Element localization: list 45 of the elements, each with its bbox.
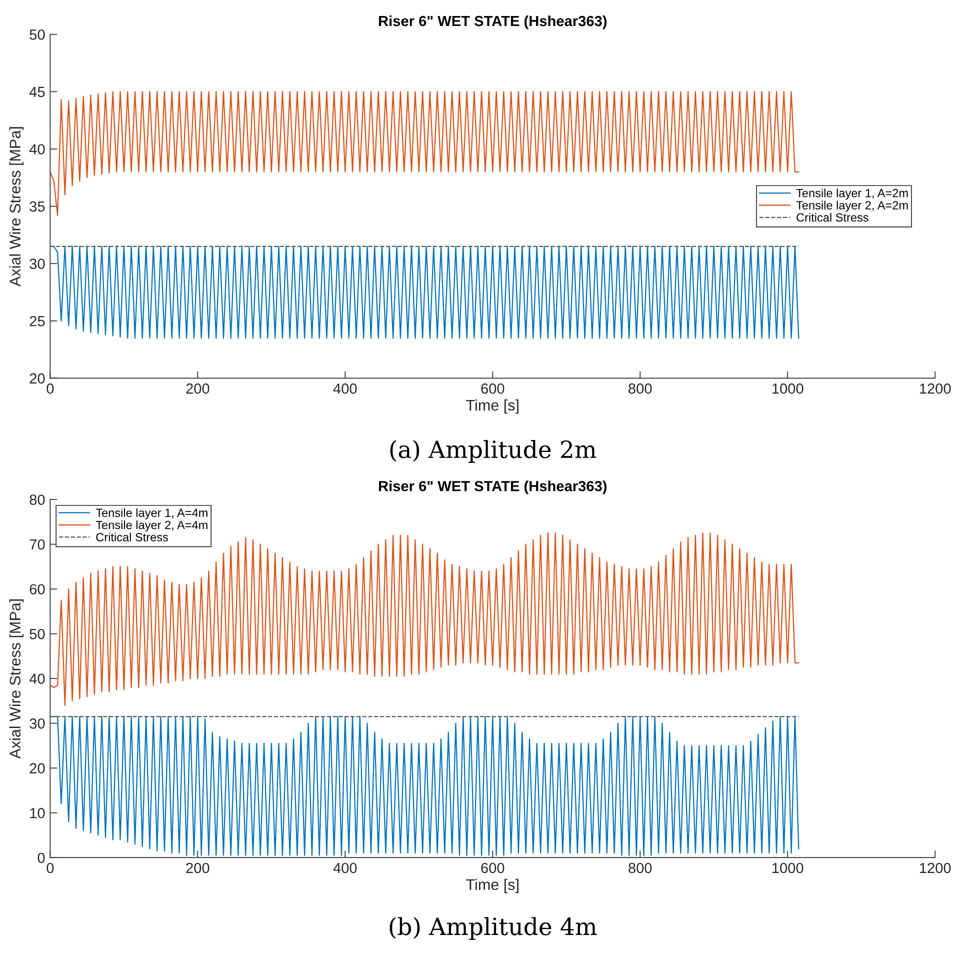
y-tick-label: 30 (30, 258, 45, 270)
x-tick-label: 1200 (920, 862, 951, 874)
y-tick-label: 60 (30, 584, 45, 594)
y-tick-label: 0 (38, 852, 45, 864)
chart-title: Riser 6" WET STATE (Hshear363) (378, 15, 607, 30)
legend-label: Tensile layer 1, A=4m (96, 508, 208, 520)
y-axis-title: Axial Wire Stress [MPa] (9, 599, 24, 759)
y-tick-label: 50 (30, 628, 45, 640)
x-tick-label: 1000 (772, 383, 804, 394)
x-tick-label: 200 (186, 862, 210, 874)
y-tick-label: 50 (30, 29, 45, 40)
legend-label: Critical Stress (796, 212, 868, 222)
x-tick-label: 400 (333, 862, 357, 874)
y-axis-title: Axial Wire Stress [MPa] (9, 127, 24, 286)
y-tick-label: 40 (29, 144, 45, 154)
x-axis-title: Time [s] (466, 878, 518, 894)
x-tick-label: 200 (186, 383, 210, 394)
x-tick-label: 400 (333, 383, 357, 394)
y-tick-label: 20 (30, 373, 45, 384)
x-tick-label: 0 (46, 862, 54, 874)
legend-label: Tensile layer 1, A=2m (796, 188, 908, 200)
legend-label: Critical Stress (96, 532, 168, 542)
legend-label: Tensile layer 2, A=4m (96, 520, 208, 532)
x-tick-label: 1200 (920, 383, 951, 394)
y-tick-label: 70 (30, 539, 45, 550)
text: (a) Amplitude 2m (390, 440, 596, 463)
y-tick-label: 20 (30, 763, 45, 774)
y-tick-label: 10 (30, 808, 45, 818)
y-tick-label: 45 (29, 86, 45, 98)
x-tick-label: 800 (628, 862, 652, 874)
x-tick-label: 600 (481, 383, 504, 394)
y-tick-label: 35 (30, 201, 45, 212)
y-tick-label: 30 (30, 718, 45, 729)
x-tick-label: 1000 (772, 862, 804, 874)
y-tick-label: 40 (29, 674, 45, 684)
x-tick-label: 600 (481, 862, 504, 874)
x-tick-label: 800 (628, 383, 652, 394)
text: (b) Amplitude 4m (390, 917, 597, 940)
x-tick-label: 0 (46, 383, 54, 394)
legend-label: Tensile layer 2, A=2m (796, 200, 908, 212)
y-tick-label: 25 (30, 316, 45, 326)
x-axis-title: Time [s] (466, 399, 518, 414)
y-tick-label: 80 (30, 494, 45, 505)
line-series (50, 532, 800, 706)
chart-title: Riser 6" WET STATE (Hshear363) (378, 480, 607, 494)
